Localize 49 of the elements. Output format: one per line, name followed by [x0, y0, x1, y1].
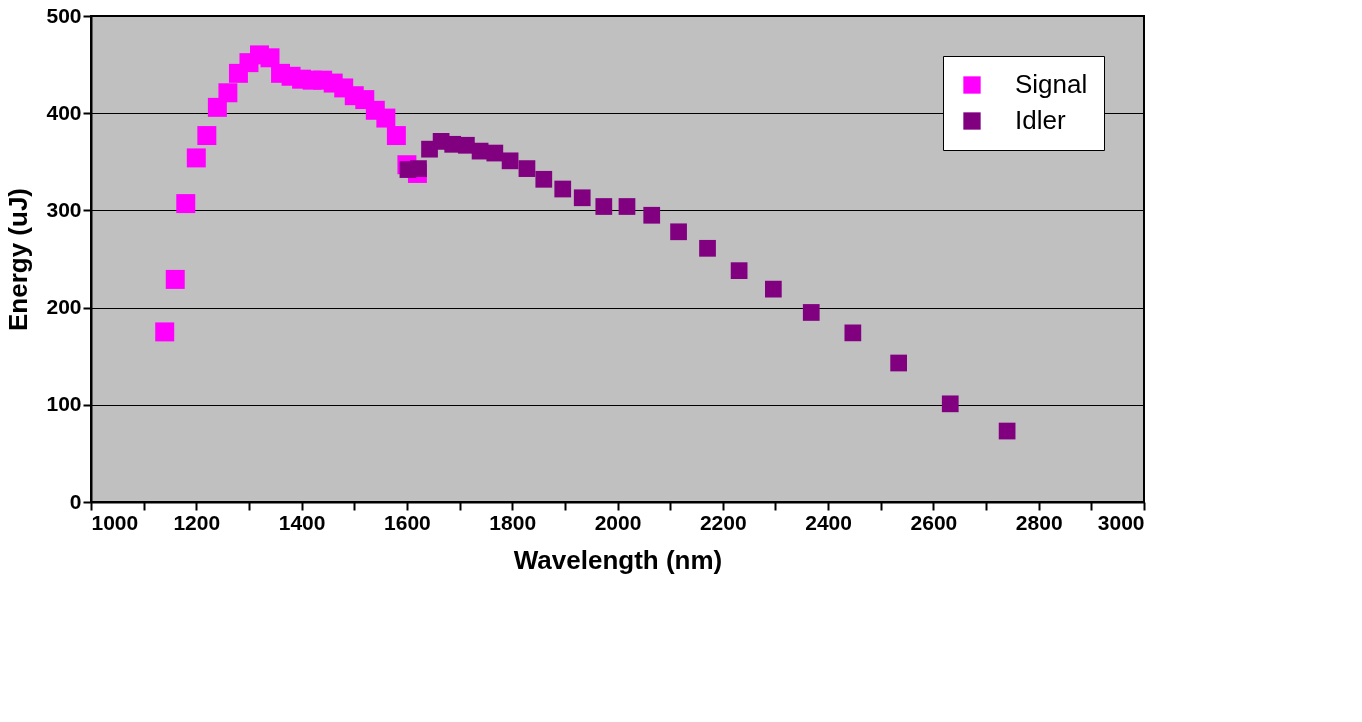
- point: [518, 160, 536, 177]
- y-tick-label: 400: [46, 100, 82, 124]
- point: [197, 126, 217, 146]
- point: [155, 322, 175, 342]
- y-tick-label: 0: [69, 489, 82, 513]
- point: [764, 280, 782, 298]
- x-tick-label: 2400: [805, 510, 852, 534]
- point: [844, 324, 862, 342]
- point: [486, 144, 504, 162]
- y-tick-label: 500: [46, 3, 82, 27]
- x-tick-label: 2200: [699, 510, 747, 534]
- x-tick-label: 3000: [1097, 510, 1145, 534]
- point: [386, 126, 406, 146]
- x-tick-label: 2600: [910, 510, 958, 534]
- point: [643, 206, 661, 224]
- x-tick-label: 1200: [173, 510, 221, 534]
- point: [573, 189, 591, 207]
- x-tick-label: 2800: [1015, 510, 1063, 534]
- point: [699, 239, 716, 257]
- point: [670, 223, 687, 241]
- point: [554, 180, 572, 198]
- point: [618, 198, 636, 215]
- point: [941, 395, 959, 413]
- x-tick-label: 1800: [489, 510, 537, 534]
- point: [730, 262, 748, 280]
- x-tick-label: 2000: [594, 510, 642, 534]
- x-tick-label: 1400: [278, 510, 326, 534]
- point: [595, 198, 613, 215]
- y-tick-label: 100: [46, 392, 82, 416]
- point: [165, 269, 185, 289]
- point: [998, 422, 1016, 440]
- x-tick-label: 1600: [384, 510, 431, 534]
- legend-label: Idler: [1015, 105, 1066, 135]
- point: [186, 148, 206, 168]
- point: [176, 194, 196, 214]
- x-axis-title: Wavelength (nm): [513, 544, 723, 575]
- y-tick-label: 300: [46, 197, 82, 221]
- point: [410, 160, 427, 177]
- point: [890, 354, 908, 372]
- y-axis-title: Energy (uJ): [3, 187, 34, 332]
- point: [802, 304, 820, 321]
- point: [218, 83, 238, 103]
- point: [376, 108, 396, 128]
- point: [207, 97, 227, 117]
- point: [501, 152, 519, 170]
- point: [535, 170, 553, 188]
- legend-label: Signal: [1015, 69, 1088, 99]
- y-tick-label: 200: [46, 295, 82, 319]
- x-tick-label: 1000: [91, 510, 139, 534]
